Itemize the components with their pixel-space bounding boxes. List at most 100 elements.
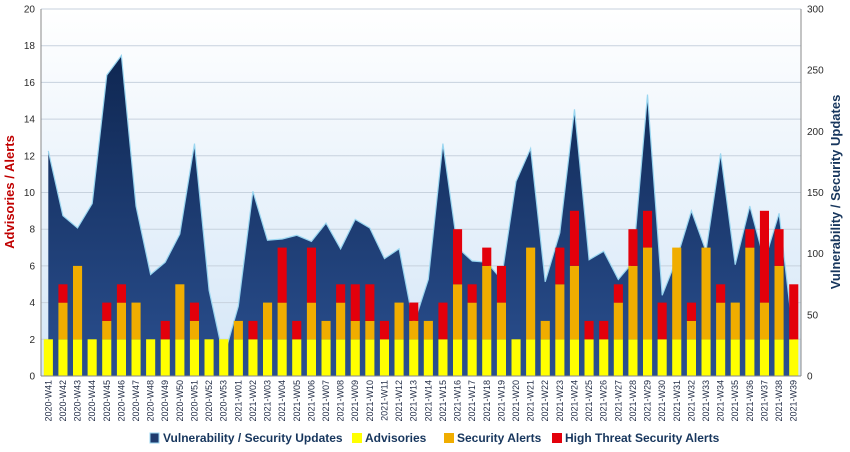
bar-advisories [467,339,477,376]
bar-advisories [628,339,638,376]
x-tick-label: 2021-W03 [263,380,273,422]
x-tick-label: 2021-W22 [540,380,550,422]
bar-high-threat-security-alerts [584,320,594,340]
x-tick-label: 2021-W16 [453,380,463,422]
bar-security-alerts [643,247,653,340]
bar-advisories [745,339,755,376]
legend-label: Vulnerability / Security Updates [163,431,343,445]
bar-security-alerts [482,265,492,340]
bars-layer [43,210,799,376]
bar-high-threat-security-alerts [643,210,653,248]
updates-area [48,55,794,376]
legend-label: High Threat Security Alerts [565,431,720,445]
legend-swatch [444,433,454,443]
bar-security-alerts [263,302,273,340]
legend-swatch [552,433,562,443]
x-tick-label: 2021-W26 [599,380,609,422]
legend-label: Advisories [365,431,427,445]
bar-high-threat-security-alerts [409,302,419,321]
x-tick-label: 2021-W36 [745,380,755,422]
x-tick-label: 2020-W42 [58,380,68,422]
x-tick-label: 2020-W46 [116,380,126,422]
bar-advisories [482,339,492,376]
x-tick-label: 2021-W27 [613,380,623,422]
x-tick-label: 2021-W13 [409,380,419,422]
bar-security-alerts [686,320,696,340]
bar-security-alerts [716,302,726,340]
bar-advisories [643,339,653,376]
bar-advisories [438,339,448,376]
bar-advisories [175,339,185,376]
left-axis-title: Advisories / Alerts [2,135,17,249]
bar-high-threat-security-alerts [438,302,448,340]
bar-advisories [189,339,199,376]
bar-high-threat-security-alerts [774,229,784,266]
right-tick-label: 200 [807,127,824,138]
bar-advisories [759,339,769,376]
bar-advisories [350,339,360,376]
bar-security-alerts [672,247,682,340]
bar-high-threat-security-alerts [160,320,170,340]
left-tick-labels: 0 2 4 6 8 10 12 14 16 18 20 [24,5,36,383]
bar-security-alerts [189,320,199,340]
bar-advisories [540,339,550,376]
bar-high-threat-security-alerts [657,302,667,340]
left-tick-label: 8 [29,225,35,236]
bar-security-alerts [73,265,83,340]
x-tick-label: 2021-W10 [365,380,375,422]
x-tick-label: 2020-W52 [204,380,214,422]
x-tick-label: 2021-W11 [380,380,390,421]
x-tick-label: 2020-W53 [219,380,229,422]
right-tick-label: 50 [807,310,819,321]
bar-security-alerts [526,247,536,340]
bar-advisories [599,339,609,376]
x-tick-labels: 2020-W41 2020-W42 2020-W43 2020-W44 2020-W45… [43,380,798,422]
bar-advisories [716,339,726,376]
x-tick-label: 2021-W30 [657,380,667,422]
bar-advisories [686,339,696,376]
x-tick-label: 2020-W50 [175,380,185,422]
bar-advisories [453,339,463,376]
left-tick-label: 2 [29,335,35,346]
bar-security-alerts [628,265,638,340]
bar-high-threat-security-alerts [350,284,360,321]
bar-high-threat-security-alerts [277,247,287,303]
bar-security-alerts [58,302,68,340]
bar-high-threat-security-alerts [686,302,696,321]
bar-security-alerts [701,247,711,340]
x-tick-label: 2021-W01 [233,380,243,422]
x-tick-label: 2020-W47 [131,380,141,422]
bar-advisories [116,339,126,376]
bar-high-threat-security-alerts [102,302,112,321]
bar-advisories [73,339,83,376]
right-tick-label: 250 [807,66,824,77]
bar-high-threat-security-alerts [599,320,609,340]
x-tick-label: 2021-W38 [774,380,784,422]
bar-high-threat-security-alerts [496,265,506,303]
bar-security-alerts [365,320,375,340]
bar-security-alerts [555,284,565,340]
bar-advisories [394,339,404,376]
bar-high-threat-security-alerts [716,284,726,303]
x-tick-label: 2020-W49 [160,380,170,422]
bar-advisories [365,339,375,376]
x-tick-label: 2021-W31 [672,380,682,422]
bar-high-threat-security-alerts [292,320,302,340]
left-tick-label: 18 [24,41,36,52]
right-tick-label: 100 [807,249,824,260]
x-tick-label: 2021-W09 [350,380,360,422]
bar-security-alerts [116,302,126,340]
x-tick-label: 2020-W41 [43,380,53,422]
x-tick-label: 2020-W48 [146,380,156,422]
bar-advisories [584,339,594,376]
bar-advisories [43,339,53,376]
right-axis-title: Vulnerability / Security Updates [828,95,843,290]
x-tick-label: 2021-W04 [277,380,287,422]
bar-advisories [701,339,711,376]
bar-high-threat-security-alerts [613,284,623,303]
bar-security-alerts [306,302,316,340]
bar-security-alerts [774,265,784,340]
bar-security-alerts [336,302,346,340]
x-tick-label: 2021-W14 [423,380,433,422]
bar-advisories [511,339,521,376]
